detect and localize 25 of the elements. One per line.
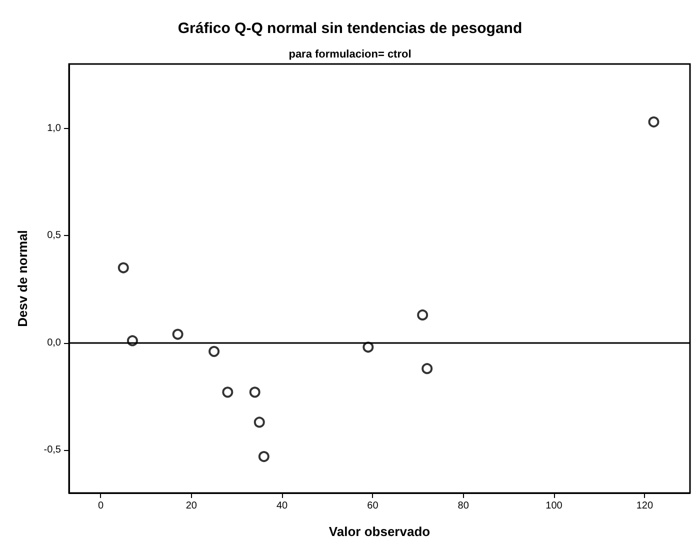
x-tick-label: 80 [458,500,470,512]
chart-subtitle: para formulacion= ctrol [288,48,412,60]
point [118,262,129,274]
y-tick-label: 1,0 [47,122,62,134]
x-tick-label: 40 [276,500,288,512]
point [648,116,660,128]
y-axis-title: Desv de normal [15,230,30,327]
point [249,386,260,398]
point [254,416,265,428]
x-axis-title: Valor observado [328,524,430,539]
x-tick-label: 120 [636,500,654,512]
y-tick-label: 0,0 [47,337,62,348]
chart-title: Gráfico Q-Q normal sin tendencias de pesogand [178,20,522,37]
point [417,309,428,320]
point [258,451,270,462]
x-tick-label: 100 [546,500,563,512]
point [422,363,433,374]
y-tick-label: -0,5 [44,444,62,456]
y-tick-label: 0,5 [47,230,62,242]
x-tick-label: 0 [98,500,104,512]
point [222,386,234,398]
point [172,328,184,340]
point [208,346,220,357]
x-tick-label: 20 [186,500,198,512]
x-tick-label: 60 [367,500,379,512]
